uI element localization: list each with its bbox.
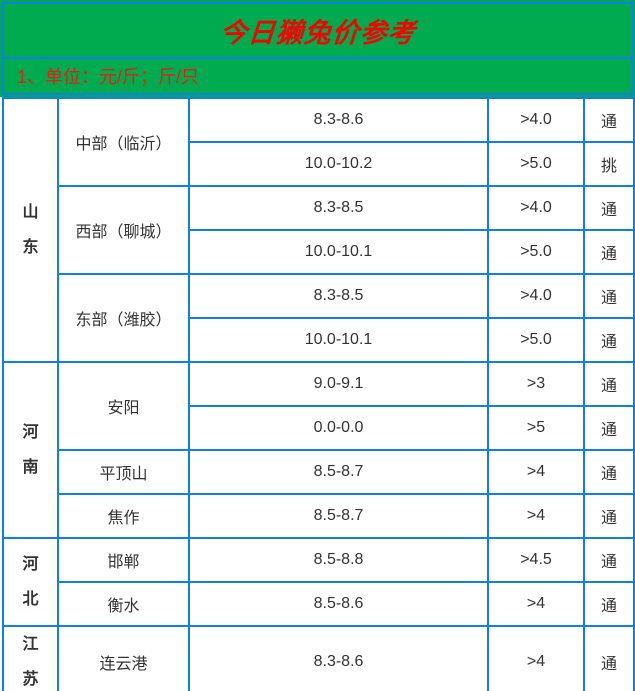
- grade-cell: 通: [583, 361, 635, 407]
- price-cell: 10.0-10.2: [188, 141, 489, 187]
- table-row: 10.0-10.1 >5.0 通: [3, 229, 635, 275]
- unit-note: 1、单位：元/斤；斤/只: [17, 67, 200, 88]
- region-cell: 中部（临沂）: [57, 97, 190, 187]
- region-cell: 衡水: [57, 581, 190, 627]
- province-label: 山东: [22, 203, 39, 256]
- price-cell: 8.5-8.8: [188, 537, 489, 583]
- grade-cell: 通: [583, 317, 635, 363]
- price-cell: 10.0-10.1: [188, 317, 489, 363]
- grade-cell: 通: [583, 97, 635, 143]
- grade-cell: 通: [583, 185, 635, 231]
- weight-cell: >4: [487, 581, 585, 627]
- grade-cell: 通: [583, 537, 635, 583]
- region-cell: 东部（潍胶）: [57, 273, 190, 363]
- grade-cell: 通: [583, 449, 635, 495]
- grade-cell: 通: [583, 229, 635, 275]
- table-row: 东部（潍胶） 8.3-8.5 >4.0 通: [3, 273, 635, 363]
- price-cell: 8.3-8.6: [188, 97, 489, 143]
- price-cell: 9.0-9.1: [188, 361, 489, 407]
- price-cell: 8.5-8.6: [188, 581, 489, 627]
- table-row: 平顶山 8.5-8.7 >4 通: [3, 449, 635, 495]
- grade-cell: 通: [583, 405, 635, 451]
- weight-cell: >4.0: [487, 273, 585, 319]
- page-title: 今日獭兔价参考: [218, 18, 417, 49]
- weight-cell: >5.0: [487, 229, 585, 275]
- table-row: 西部（聊城） 8.3-8.5 >4.0 通: [3, 185, 635, 275]
- province-cell-shandong: 山东: [2, 97, 59, 363]
- province-cell-hebei: 河北: [2, 537, 59, 627]
- grade-cell: 挑: [583, 141, 635, 187]
- header-inner: 今日獭兔价参考 1、单位：元/斤；斤/只: [2, 2, 633, 95]
- region-cell: 焦作: [57, 493, 190, 539]
- province-label: 江苏: [22, 636, 39, 689]
- region-cell: 邯郸: [57, 537, 190, 583]
- unit-row: 1、单位：元/斤；斤/只: [4, 59, 631, 93]
- table-row: 焦作 8.5-8.7 >4 通: [3, 493, 635, 539]
- weight-cell: >4.5: [487, 537, 585, 583]
- weight-cell: >4.0: [487, 97, 585, 143]
- table-row: 0.0-0.0 >5 通: [3, 405, 635, 451]
- weight-cell: >4: [487, 449, 585, 495]
- table-row: 山东 中部（临沂） 8.3-8.6 >4.0 通: [2, 97, 635, 363]
- title-row: 今日獭兔价参考: [4, 4, 631, 60]
- region-cell: 连云港: [57, 624, 190, 691]
- weight-cell: >5.0: [487, 317, 585, 363]
- price-cell: 8.3-8.5: [188, 185, 489, 231]
- price-cell: 10.0-10.1: [188, 229, 489, 275]
- weight-cell: >5.0: [487, 141, 585, 187]
- grade-cell: 通: [583, 581, 635, 627]
- price-table: 山东 中部（临沂） 8.3-8.6 >4.0 通 10.0-10.2 >5.0 …: [2, 97, 635, 691]
- province-cell-henan: 河南: [2, 361, 59, 539]
- province-cell-jiangsu: 江苏: [2, 624, 59, 691]
- weight-cell: >5: [487, 405, 585, 451]
- price-cell: 8.5-8.7: [188, 449, 489, 495]
- header: 今日獭兔价参考 1、单位：元/斤；斤/只: [0, 0, 635, 97]
- region-cell: 西部（聊城）: [57, 185, 190, 275]
- price-cell: 8.3-8.5: [188, 273, 489, 319]
- price-cell: 8.3-8.6: [188, 624, 489, 691]
- price-cell: 0.0-0.0: [188, 405, 489, 451]
- weight-cell: >3: [487, 361, 585, 407]
- table-row: 10.0-10.2 >5.0 挑: [3, 141, 635, 187]
- province-label: 河北: [22, 555, 39, 608]
- province-label: 河南: [22, 423, 39, 476]
- table-row: 衡水 8.5-8.6 >4 通: [3, 581, 635, 627]
- table-row: 江苏 连云港 8.3-8.6 >4 通: [2, 624, 635, 691]
- grade-cell: 通: [583, 273, 635, 319]
- price-cell: 8.5-8.7: [188, 493, 489, 539]
- table-row: 河南 安阳 9.0-9.1 >3 通: [2, 361, 635, 539]
- table-row: 河北 邯郸 8.5-8.8 >4.5 通: [2, 537, 635, 627]
- region-cell: 安阳: [57, 361, 190, 451]
- region-cell: 平顶山: [57, 449, 190, 495]
- grade-cell: 通: [583, 493, 635, 539]
- grade-cell: 通: [583, 624, 635, 691]
- weight-cell: >4: [487, 624, 585, 691]
- weight-cell: >4.0: [487, 185, 585, 231]
- weight-cell: >4: [487, 493, 585, 539]
- table-row: 10.0-10.1 >5.0 通: [3, 317, 635, 363]
